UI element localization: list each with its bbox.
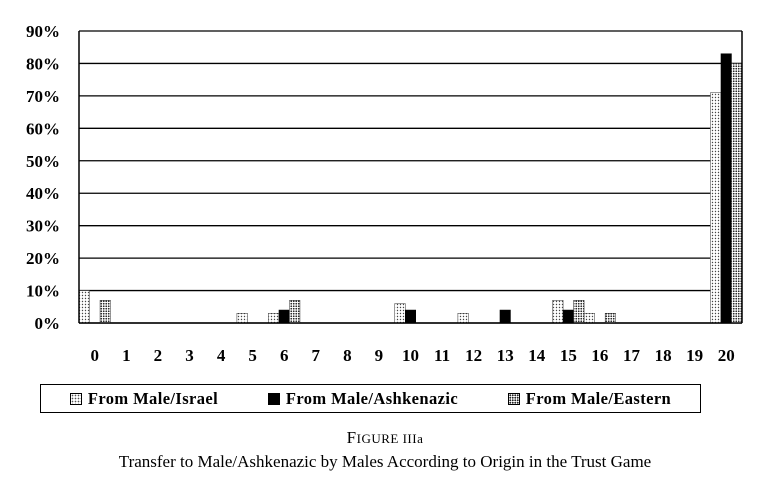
x-tick-label: 2 [154,346,163,365]
legend-item-eastern: From Male/Eastern [507,388,672,409]
legend: From Male/Israel From Male/Ashkenazic Fr… [40,384,701,413]
x-tick-label: 16 [591,346,608,365]
legend-label-eastern: From Male/Eastern [525,388,672,408]
plot-frame [78,31,743,324]
legend-item-ashkenazic: From Male/Ashkenazic [267,388,459,409]
bar [78,290,90,324]
bars [78,53,743,324]
x-tick-label: 19 [686,346,703,365]
legend-item-israel: From Male/Israel [69,388,219,409]
bar [604,313,616,324]
x-tick-label: 13 [497,346,514,365]
x-tick-label: 12 [465,346,482,365]
bar [394,303,406,324]
x-tick-label: 14 [528,346,546,365]
x-tick-label: 3 [185,346,194,365]
x-tick-label: 1 [122,346,131,365]
y-tick-label: 30% [26,217,60,236]
x-tick-label: 10 [402,346,419,365]
x-tick-label: 17 [623,346,641,365]
bar [268,313,280,324]
y-tick-label: 70% [26,87,60,106]
bar [236,313,248,324]
legend-label-israel: From Male/Israel [87,388,219,408]
figure-label-rest: IGURE IIIa [356,431,424,446]
bar [457,313,469,324]
y-tick-label: 40% [26,184,60,203]
legend-swatch-eastern [507,392,520,405]
bar [562,309,574,324]
bar [99,300,111,324]
bar [289,300,301,324]
x-tick-label: 20 [718,346,735,365]
x-tick-label: 18 [655,346,672,365]
figure-caption: Transfer to Male/Ashkenazic by Males Acc… [118,452,652,471]
y-tick-label: 80% [26,54,60,73]
bar [720,53,732,324]
x-tick-label: 6 [280,346,289,365]
legend-label-ashkenazic: From Male/Ashkenazic [285,388,459,408]
x-tick-label: 8 [343,346,352,365]
legend-swatch-ashkenazic [267,392,280,405]
y-tick-label: 60% [26,119,60,138]
bar [573,300,585,324]
x-tick-label: 5 [248,346,257,365]
y-tick-label: 50% [26,152,60,171]
x-tick-label: 11 [434,346,450,365]
bar [405,309,416,324]
y-tick-label: 20% [26,249,60,268]
x-tick-label: 4 [217,346,226,365]
figure-label: FIGURE IIIa [0,428,770,448]
x-tick-label: 7 [312,346,321,365]
figure-label-initial: F [346,428,357,447]
bar [552,300,564,324]
legend-swatch-israel [69,392,82,405]
grid-lines [79,30,742,324]
y-tick-label: 10% [26,282,60,301]
bar [499,309,511,324]
bar [278,309,290,324]
y-axis-ticks: 0% 10% 20% 30% 40% 50% 60% 70% 80% 90% [26,22,60,333]
bar [583,313,595,324]
y-tick-label: 0% [35,314,61,333]
y-tick-label: 90% [26,22,60,41]
x-tick-label: 0 [91,346,100,365]
x-tick-label: 15 [560,346,577,365]
x-axis-ticks: 0 1 2 3 4 5 6 7 8 9 10 11 12 13 14 15 16 17 18 19 20 [91,346,735,365]
bar [710,92,722,324]
x-tick-label: 9 [375,346,384,365]
bar [731,63,743,324]
